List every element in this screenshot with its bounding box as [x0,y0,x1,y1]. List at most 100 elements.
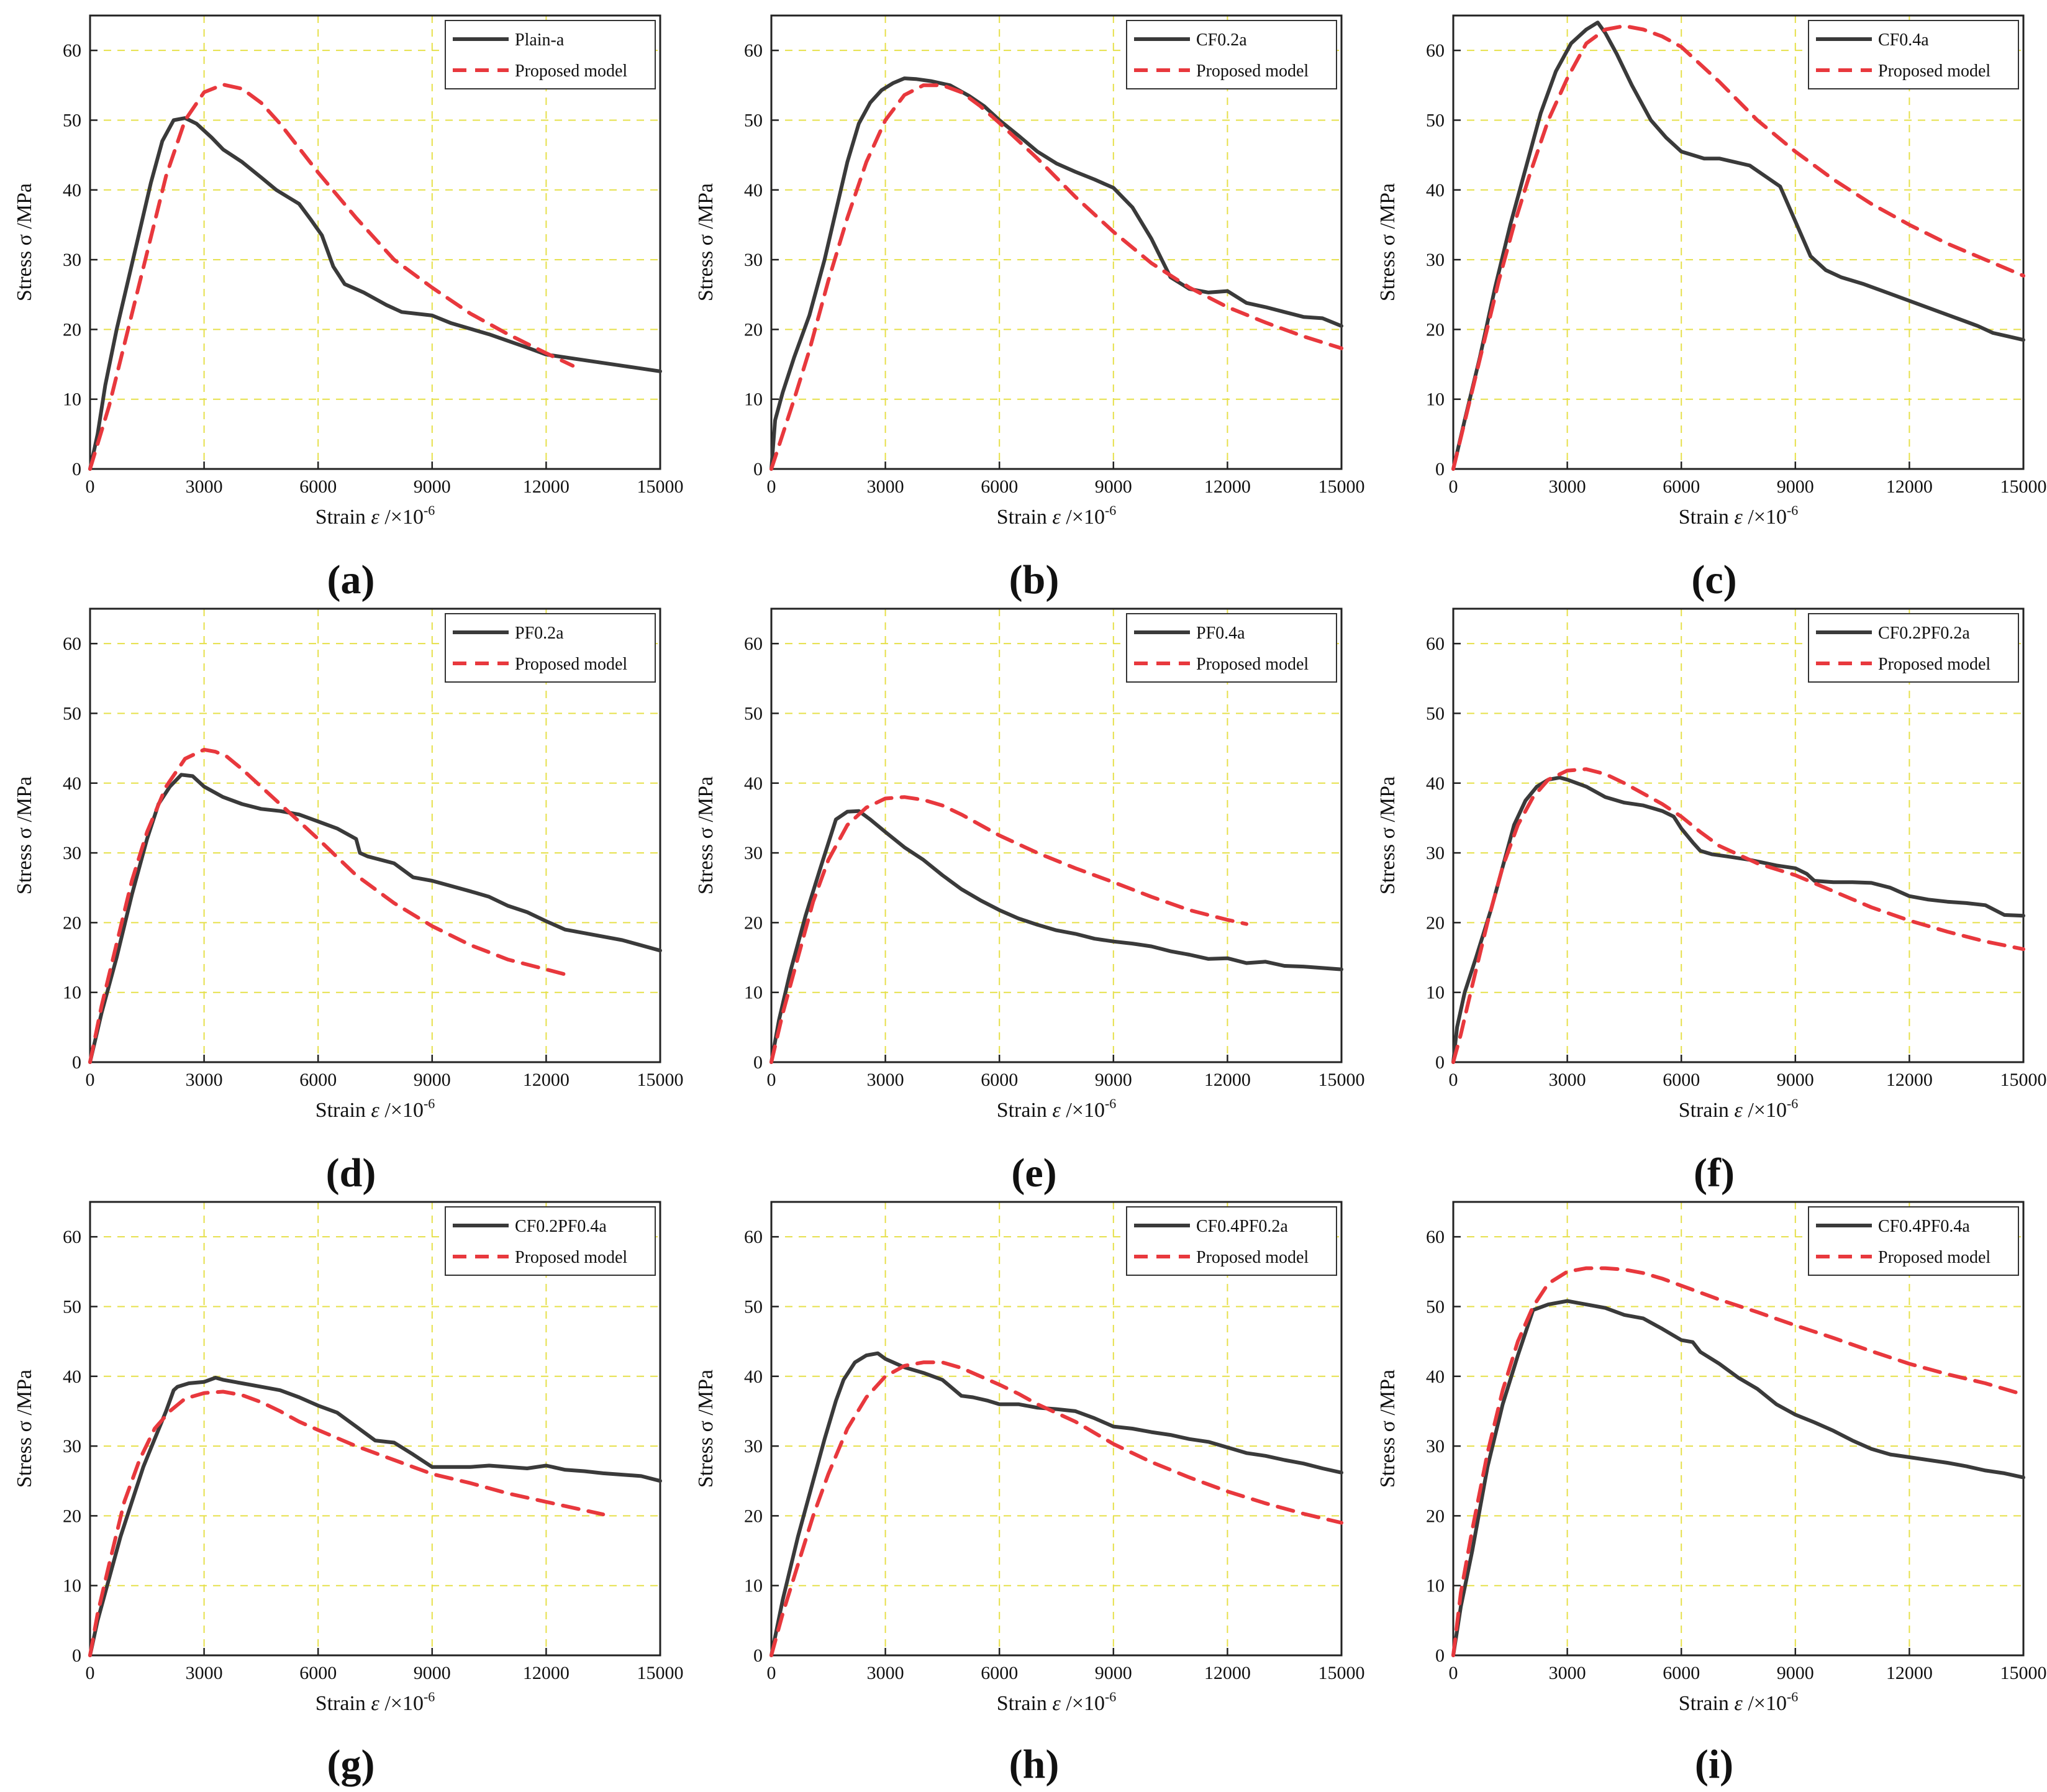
y-tick-label: 20 [1426,319,1445,340]
experimental-series-line [769,1351,1343,1657]
x-axis-label: Strain ε /×10-6 [997,1096,1117,1122]
legend-label: CF0.2PF0.2a [1878,624,1970,643]
experimental-series-line [1451,1299,2025,1657]
chart-panel-6: 0 3000 6000 9000 12000 15000 0 10 20 30 40 50 60 Stra… [1376,607,2047,1196]
y-tick-label: 30 [744,1436,763,1457]
x-tick-label: 3000 [1549,476,1586,497]
chart-panel-5: 0 3000 6000 9000 12000 15000 0 10 20 30 40 50 60 Stra… [694,607,1365,1196]
x-axis-label: Strain ε /×10-6 [997,503,1117,529]
y-tick-label: 50 [744,1296,763,1317]
x-tick-label: 12000 [1204,1070,1251,1090]
y-tick-label: 0 [1435,1052,1445,1073]
legend-label: CF0.4PF0.2a [1196,1217,1288,1236]
y-tick-label: 40 [63,1367,81,1387]
y-tick-label: 60 [63,634,81,654]
y-tick-label: 60 [744,634,763,654]
experimental-series-line [88,1376,662,1657]
experimental-series-line [1451,20,2025,471]
y-tick-label: 60 [63,1227,81,1247]
y-tick-label: 40 [744,1367,763,1387]
y-tick-label: 0 [72,1052,81,1073]
x-tick-label: 6000 [981,1663,1018,1683]
plot-frame [770,14,1343,470]
model-series-line [769,1360,1343,1657]
legend-box [1808,20,2019,89]
legend-label: PF0.4a [1196,624,1245,643]
x-tick-label: 3000 [1549,1663,1586,1683]
x-tick-label: 12000 [1886,1070,1933,1090]
experimental-series-line [769,76,1343,471]
legend-label: Proposed model [1878,61,1990,81]
y-tick-label: 30 [1426,1436,1445,1457]
x-tick-label: 0 [1449,1070,1458,1090]
x-tick-label: 12000 [523,1070,570,1090]
x-tick-label: 12000 [523,476,570,497]
y-tick-label: 20 [744,912,763,933]
legend-label: CF0.2a [1196,30,1247,50]
y-tick-label: 40 [1426,1367,1445,1387]
y-tick-label: 0 [753,1645,763,1666]
y-tick-label: 40 [744,180,763,201]
y-tick-label: 0 [753,459,763,480]
legend-box [1126,20,1337,89]
y-tick-label: 50 [744,703,763,724]
y-tick-label: 40 [63,180,81,201]
x-tick-label: 6000 [1663,1663,1700,1683]
legend: PF0.4a Proposed model [1126,613,1337,683]
y-tick-label: 60 [1426,1227,1445,1247]
model-series-line [769,83,1343,471]
panel-label: (g) [327,1742,375,1787]
y-tick-label: 50 [63,1296,81,1317]
legend: CF0.2PF0.2a Proposed model [1808,613,2019,683]
y-tick-label: 60 [1426,634,1445,654]
y-tick-label: 50 [1426,703,1445,724]
legend-label: CF0.2PF0.4a [515,1217,607,1236]
x-tick-label: 15000 [1319,476,1365,497]
x-tick-label: 15000 [637,476,684,497]
x-tick-label: 3000 [186,476,223,497]
model-series-line [1451,24,2025,471]
legend-label: Proposed model [515,61,627,81]
x-tick-label: 0 [86,1070,95,1090]
model-series-line [88,1389,606,1657]
x-tick-label: 6000 [299,1663,337,1683]
model-series-line [88,83,575,471]
x-tick-label: 9000 [1095,1070,1132,1090]
x-tick-label: 15000 [637,1070,684,1090]
y-axis-label: Stress σ /MPa [13,1370,36,1488]
legend-label: Proposed model [1196,655,1309,674]
x-tick-label: 0 [767,476,776,497]
chart-panel-7: 0 3000 6000 9000 12000 15000 0 10 20 30 40 50 60 Stra… [13,1201,684,1787]
chart-panel-2: 0 3000 6000 9000 12000 15000 0 10 20 30 40 50 60 Stra… [694,14,1365,603]
x-tick-label: 12000 [1886,476,1933,497]
x-tick-label: 9000 [1777,1070,1814,1090]
chart-panel-8: 0 3000 6000 9000 12000 15000 0 10 20 30 40 50 60 Stra… [694,1201,1365,1787]
y-tick-label: 60 [1426,40,1445,61]
y-tick-label: 20 [1426,1506,1445,1526]
x-tick-label: 3000 [867,476,904,497]
plot-frame [1452,1201,2025,1657]
y-axis-label: Stress σ /MPa [1376,183,1399,301]
x-tick-label: 6000 [299,476,337,497]
x-tick-label: 6000 [299,1070,337,1090]
model-series-line [769,795,1248,1064]
x-tick-label: 9000 [414,1663,451,1683]
model-series-line [1451,767,2025,1064]
panel-label: (d) [326,1150,376,1196]
legend: CF0.4PF0.4a Proposed model [1808,1206,2019,1276]
x-tick-label: 3000 [186,1070,223,1090]
panel-label: (b) [1009,557,1060,603]
x-tick-label: 6000 [1663,476,1700,497]
y-tick-label: 20 [1426,912,1445,933]
legend-label: Proposed model [1196,61,1309,81]
x-axis-label: Strain ε /×10-6 [1679,503,1799,529]
y-tick-label: 50 [63,110,81,130]
y-tick-label: 10 [63,1576,81,1596]
y-tick-label: 50 [1426,1296,1445,1317]
plot-frame [770,607,1343,1063]
y-tick-label: 50 [63,703,81,724]
legend: PF0.2a Proposed model [445,613,656,683]
model-series-line [1451,1266,2018,1657]
legend-label: Proposed model [1196,1248,1309,1267]
y-tick-label: 10 [1426,389,1445,410]
